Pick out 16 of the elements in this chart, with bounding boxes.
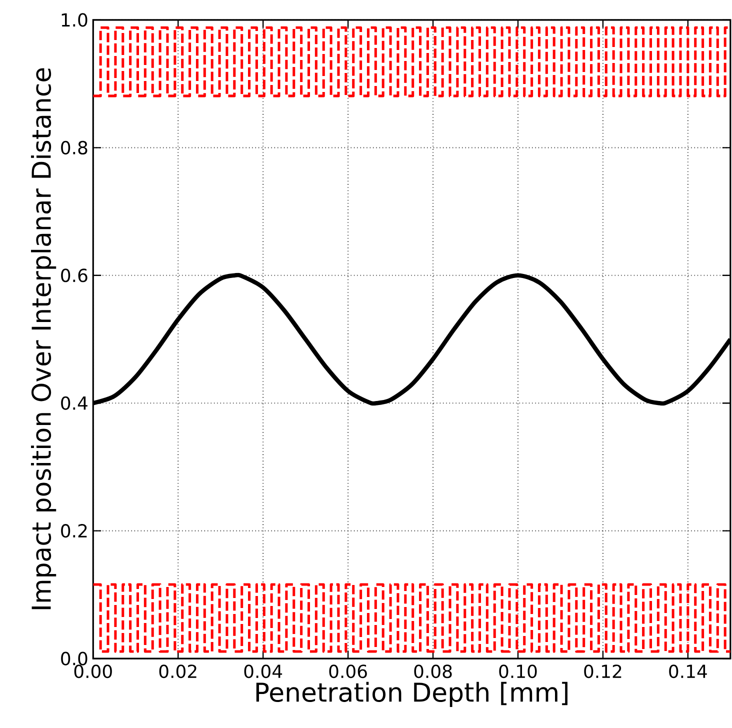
x-axis-title: Penetration Depth [mm]: [256, 682, 568, 708]
y-tick-label: 0.4: [61, 396, 88, 410]
x-tick-label: 0.14: [669, 664, 707, 678]
y-tick-label: 0.8: [61, 141, 88, 155]
y-tick-label: 0.2: [61, 524, 87, 538]
x-tick-label: 0.04: [244, 664, 282, 678]
x-tick-label: 0.08: [414, 664, 452, 678]
x-tick-label: 0.10: [499, 664, 537, 678]
y-tick-label: 0.0: [61, 652, 88, 666]
x-tick-label: 0.06: [329, 664, 367, 678]
x-tick-label: 0.12: [584, 664, 622, 678]
y-tick-label: 0.6: [61, 268, 88, 282]
y-tick-label: 1.0: [62, 13, 88, 27]
x-tick-label: 0.02: [159, 664, 196, 678]
y-axis-title: Impact position Over Interplanar Distance: [31, 68, 56, 610]
x-tick-label: 0.00: [74, 664, 112, 678]
